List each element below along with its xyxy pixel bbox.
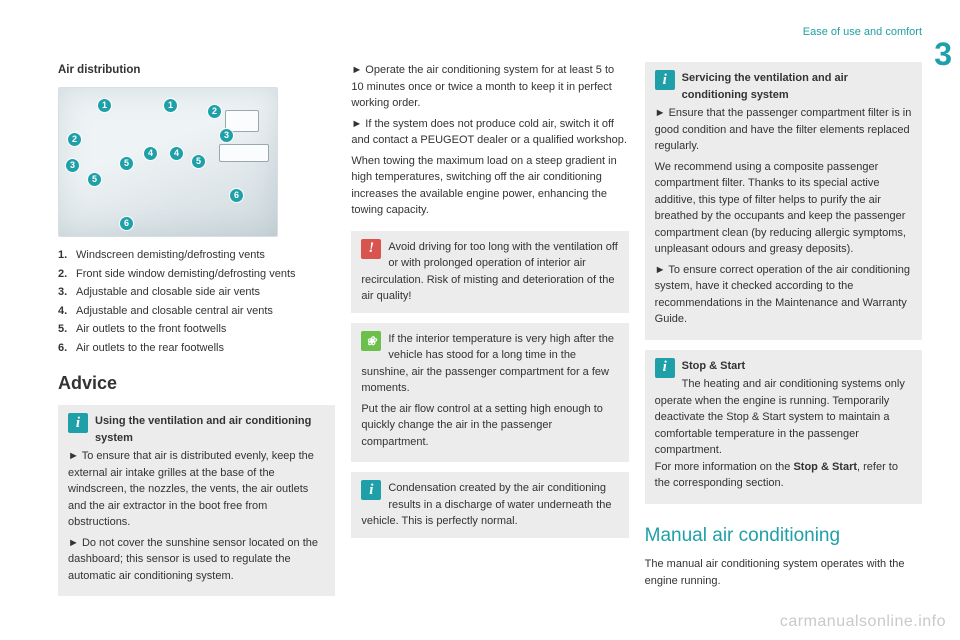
box-text: ► To ensure correct operation of the air… (655, 262, 912, 328)
text-fragment: For more information on the (655, 461, 794, 473)
figure-control-panel (219, 144, 269, 162)
info-box-stop-start: Stop & Start The heating and air conditi… (645, 350, 922, 504)
eco-box: If the interior temperature is very high… (351, 323, 628, 463)
legend-text: Front side window demisting/defrosting v… (76, 266, 296, 283)
warning-icon (361, 239, 381, 259)
legend-num: 3. (58, 284, 76, 301)
callout-4: 4 (169, 146, 184, 161)
body-text: ► If the system does not produce cold ai… (351, 116, 628, 149)
callout-1: 1 (163, 98, 178, 113)
info-icon (68, 413, 88, 433)
body-text: ► Operate the air conditioning system fo… (351, 62, 628, 112)
callout-1: 1 (97, 98, 112, 113)
box-text: Avoid driving for too long with the vent… (361, 241, 618, 303)
column-2: ► Operate the air conditioning system fo… (351, 62, 628, 606)
legend-list: 1.Windscreen demisting/defrosting vents … (58, 247, 335, 356)
box-text: The heating and air conditioning systems… (655, 378, 905, 456)
heading-manual-ac: Manual air conditioning (645, 522, 922, 551)
warning-box: Avoid driving for too long with the vent… (351, 231, 628, 313)
callout-4: 4 (143, 146, 158, 161)
body-text: When towing the maximum load on a steep … (351, 153, 628, 219)
box-text: We recommend using a composite passenger… (655, 159, 912, 258)
legend-item: 4.Adjustable and closable central air ve… (58, 303, 335, 320)
body-text: The manual air conditioning system opera… (645, 556, 922, 589)
air-distribution-figure: 1 1 2 2 3 3 4 4 5 5 5 6 6 (58, 87, 278, 237)
callout-3: 3 (219, 128, 234, 143)
legend-item: 2.Front side window demisting/defrosting… (58, 266, 335, 283)
legend-text: Air outlets to the front footwells (76, 321, 226, 338)
page: Ease of use and comfort 3 Air distributi… (0, 0, 960, 606)
watermark: carmanualsonline.info (780, 610, 946, 634)
content-columns: Air distribution 1 1 2 2 3 3 4 4 5 5 5 6… (58, 62, 922, 606)
legend-item: 6.Air outlets to the rear footwells (58, 340, 335, 357)
legend-text: Air outlets to the rear footwells (76, 340, 224, 357)
legend-num: 2. (58, 266, 76, 283)
box-title: Stop & Start (655, 358, 912, 375)
callout-2: 2 (207, 104, 222, 119)
callout-3: 3 (65, 158, 80, 173)
legend-item: 5.Air outlets to the front footwells (58, 321, 335, 338)
heading-advice: Advice (58, 370, 335, 397)
legend-text: Windscreen demisting/defrosting vents (76, 247, 265, 264)
box-text: For more information on the Stop & Start… (655, 459, 912, 492)
legend-num: 1. (58, 247, 76, 264)
info-icon (655, 358, 675, 378)
legend-item: 1.Windscreen demisting/defrosting vents (58, 247, 335, 264)
box-text: If the interior temperature is very high… (361, 333, 614, 395)
box-text: Put the air flow control at a setting hi… (361, 401, 618, 451)
box-text: ► Ensure that the passenger compartment … (655, 105, 912, 155)
callout-2: 2 (67, 132, 82, 147)
box-title: Servicing the ventilation and air condit… (655, 70, 912, 103)
legend-num: 5. (58, 321, 76, 338)
legend-num: 4. (58, 303, 76, 320)
callout-6: 6 (119, 216, 134, 231)
box-title: Using the ventilation and air conditioni… (68, 413, 325, 446)
box-text: ► To ensure that air is distributed even… (68, 448, 325, 531)
box-text: ► Do not cover the sunshine sensor locat… (68, 535, 325, 585)
text-bold: Stop & Start (793, 461, 857, 473)
legend-item: 3.Adjustable and closable side air vents (58, 284, 335, 301)
heading-air-distribution: Air distribution (58, 62, 335, 79)
legend-text: Adjustable and closable side air vents (76, 284, 260, 301)
breadcrumb: Ease of use and comfort (803, 24, 922, 41)
info-box-using-ventilation: Using the ventilation and air conditioni… (58, 405, 335, 596)
info-icon (361, 480, 381, 500)
legend-num: 6. (58, 340, 76, 357)
chapter-number: 3 (934, 30, 952, 78)
column-3: Servicing the ventilation and air condit… (645, 62, 922, 606)
eco-icon (361, 331, 381, 351)
column-1: Air distribution 1 1 2 2 3 3 4 4 5 5 5 6… (58, 62, 335, 606)
info-icon (655, 70, 675, 90)
callout-5: 5 (119, 156, 134, 171)
box-text: Condensation created by the air conditio… (361, 482, 611, 527)
callout-5: 5 (191, 154, 206, 169)
callout-5: 5 (87, 172, 102, 187)
info-box-condensation: Condensation created by the air conditio… (351, 472, 628, 538)
legend-text: Adjustable and closable central air vent… (76, 303, 273, 320)
info-box-servicing: Servicing the ventilation and air condit… (645, 62, 922, 340)
callout-6: 6 (229, 188, 244, 203)
